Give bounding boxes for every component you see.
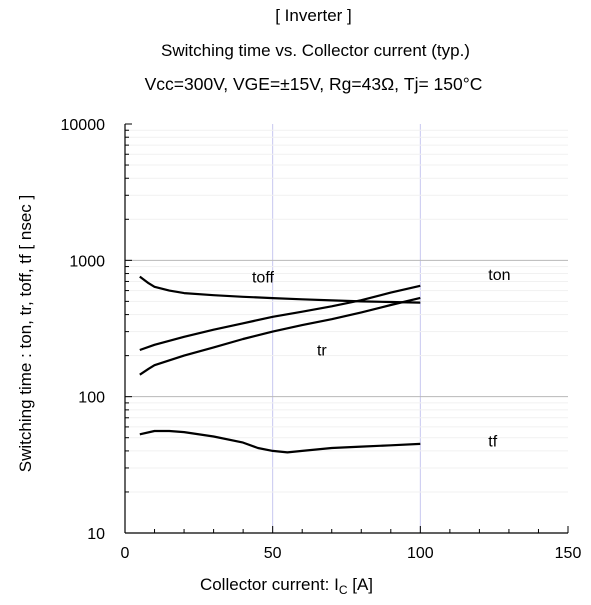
curve-label-tf: tf (488, 434, 497, 451)
series-line-toff (139, 275, 421, 304)
x-tick-label: 0 (121, 545, 130, 562)
axes-layer: 0 50 100 150 10 100 1000 10000 Collector current… (16, 117, 581, 597)
y-tick-label: 1000 (69, 253, 105, 270)
y-tick-label: 100 (78, 390, 105, 407)
chart-conditions: Vcc=300V, VGE=±15V, Rg=43Ω, Tj= 150°C (144, 74, 483, 94)
label-layer: toff ton tr tf (252, 267, 511, 451)
y-tick-label: 10 (87, 526, 105, 543)
chart-supertitle: [ Inverter ] (275, 6, 352, 25)
curve-label-tr: tr (317, 343, 327, 360)
series-line-tr (139, 296, 421, 376)
curve-label-ton: ton (488, 267, 510, 284)
chart-title: Switching time vs. Collector current (ty… (161, 41, 470, 60)
x-tick-label: 150 (555, 545, 582, 562)
y-axis-label: Switching time : ton, tr, toff, tf [ nse… (16, 195, 35, 472)
curve-label-toff: toff (252, 269, 275, 286)
series-line-ton (139, 284, 421, 352)
series-line-tf (139, 429, 421, 454)
x-tick-label: 100 (407, 545, 434, 562)
x-axis-label: Collector current: IC [A] (200, 575, 373, 597)
x-tick-label: 50 (264, 545, 282, 562)
grid-layer (125, 124, 568, 533)
series-layer (139, 275, 421, 454)
y-tick-label: 10000 (61, 117, 106, 134)
